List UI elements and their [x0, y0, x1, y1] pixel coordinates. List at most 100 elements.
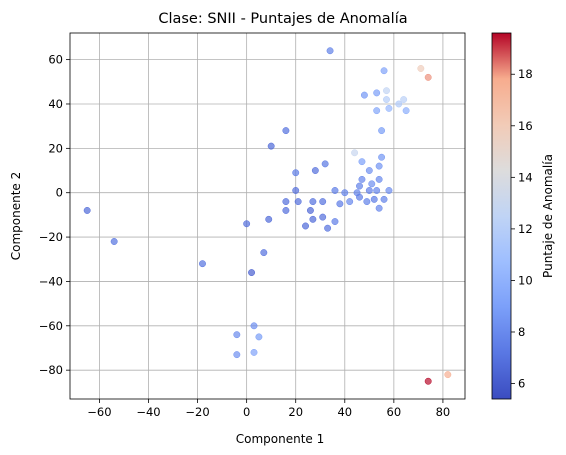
y-tick-label: −40: [39, 274, 63, 288]
y-axis-label: Componente 2: [9, 172, 23, 261]
data-point: [311, 167, 319, 174]
grid-lines: [70, 33, 465, 399]
data-point: [358, 175, 366, 183]
data-point: [356, 182, 363, 190]
data-point: [250, 322, 258, 330]
x-tick-label: −40: [136, 405, 160, 419]
y-tick-label: 40: [48, 97, 63, 111]
data-points: [83, 47, 452, 385]
data-point: [400, 96, 408, 103]
colorbar-tick-label: 16: [518, 119, 533, 133]
data-point: [309, 198, 317, 206]
data-point: [282, 207, 290, 214]
x-axis-ticks: −60 −40 −20 0 20 40 60 80: [87, 399, 450, 419]
data-point: [378, 153, 386, 161]
data-point: [199, 260, 206, 268]
data-point: [265, 215, 273, 223]
data-point: [380, 67, 388, 75]
data-point: [294, 198, 302, 206]
y-tick-label: −60: [39, 319, 63, 333]
data-point: [363, 198, 371, 206]
x-tick-label: 40: [337, 405, 352, 419]
data-point: [373, 187, 381, 194]
data-point: [321, 160, 329, 168]
data-point: [282, 127, 290, 135]
data-point: [292, 169, 300, 177]
y-axis-ticks: −80 −60 −40 −20 0 20 40 60: [39, 53, 70, 377]
data-point: [326, 47, 334, 55]
data-point: [282, 198, 290, 206]
data-point: [233, 351, 241, 359]
data-point: [385, 104, 393, 112]
data-point: [309, 215, 317, 223]
y-tick-label: 60: [48, 53, 63, 67]
chart-title: Clase: SNII - Puntajes de Anomalía: [158, 11, 407, 27]
data-point: [402, 107, 410, 115]
data-point: [385, 187, 393, 194]
data-point: [83, 207, 91, 214]
data-point: [395, 100, 403, 108]
data-point: [373, 89, 381, 97]
colorbar-tick-label: 12: [518, 222, 533, 236]
y-tick-label: −80: [39, 363, 63, 377]
data-point: [375, 162, 383, 170]
data-point: [378, 127, 386, 135]
x-tick-label: −60: [87, 405, 111, 419]
data-point: [346, 198, 354, 206]
data-point: [306, 207, 314, 214]
x-tick-label: −20: [185, 405, 209, 419]
colorbar: [491, 32, 512, 400]
colorbar-label: Puntaje de Anomalía: [541, 154, 555, 278]
data-point: [383, 87, 390, 95]
data-point: [358, 158, 366, 166]
data-point: [368, 180, 376, 188]
data-point: [380, 195, 388, 203]
data-point: [365, 167, 373, 174]
colorbar-ticks: 6 8 10 12 14 16 18: [511, 67, 533, 391]
colorbar-tick-label: 10: [518, 273, 533, 287]
data-point: [250, 348, 258, 356]
y-tick-label: 20: [48, 141, 63, 155]
data-point: [351, 149, 359, 157]
colorbar-tick-label: 14: [518, 170, 533, 184]
data-point: [319, 213, 327, 221]
data-point: [267, 142, 275, 150]
data-point: [243, 220, 251, 228]
data-point: [260, 249, 268, 257]
data-point: [370, 195, 378, 203]
plot-frame: [69, 32, 466, 400]
data-point: [417, 65, 425, 72]
x-tick-label: 60: [387, 405, 402, 419]
data-point: [233, 331, 241, 339]
colorbar-tick-label: 18: [518, 67, 533, 81]
data-point: [331, 218, 339, 225]
data-point: [324, 224, 332, 232]
data-point: [375, 204, 383, 212]
data-point: [292, 187, 300, 194]
data-point: [424, 377, 432, 385]
data-point: [255, 333, 263, 341]
colorbar-tick-label: 6: [518, 377, 525, 391]
data-point: [302, 222, 309, 230]
x-axis-label: Componente 1: [236, 432, 325, 446]
data-point: [424, 73, 432, 81]
data-point: [365, 187, 373, 194]
y-tick-label: 0: [56, 186, 63, 200]
data-point: [375, 175, 383, 183]
data-point: [110, 238, 118, 245]
y-tick-label: −20: [39, 230, 63, 244]
colorbar-tick-label: 8: [518, 325, 525, 339]
data-point: [341, 189, 349, 197]
data-point: [373, 107, 381, 115]
data-point: [336, 200, 344, 208]
x-tick-label: 80: [436, 405, 451, 419]
data-point: [319, 198, 327, 206]
data-point: [248, 269, 256, 277]
data-point: [383, 96, 390, 103]
data-point: [331, 187, 339, 194]
x-tick-label: 0: [243, 405, 250, 419]
data-point: [360, 91, 368, 99]
x-tick-label: 20: [288, 405, 303, 419]
data-point: [356, 193, 363, 201]
